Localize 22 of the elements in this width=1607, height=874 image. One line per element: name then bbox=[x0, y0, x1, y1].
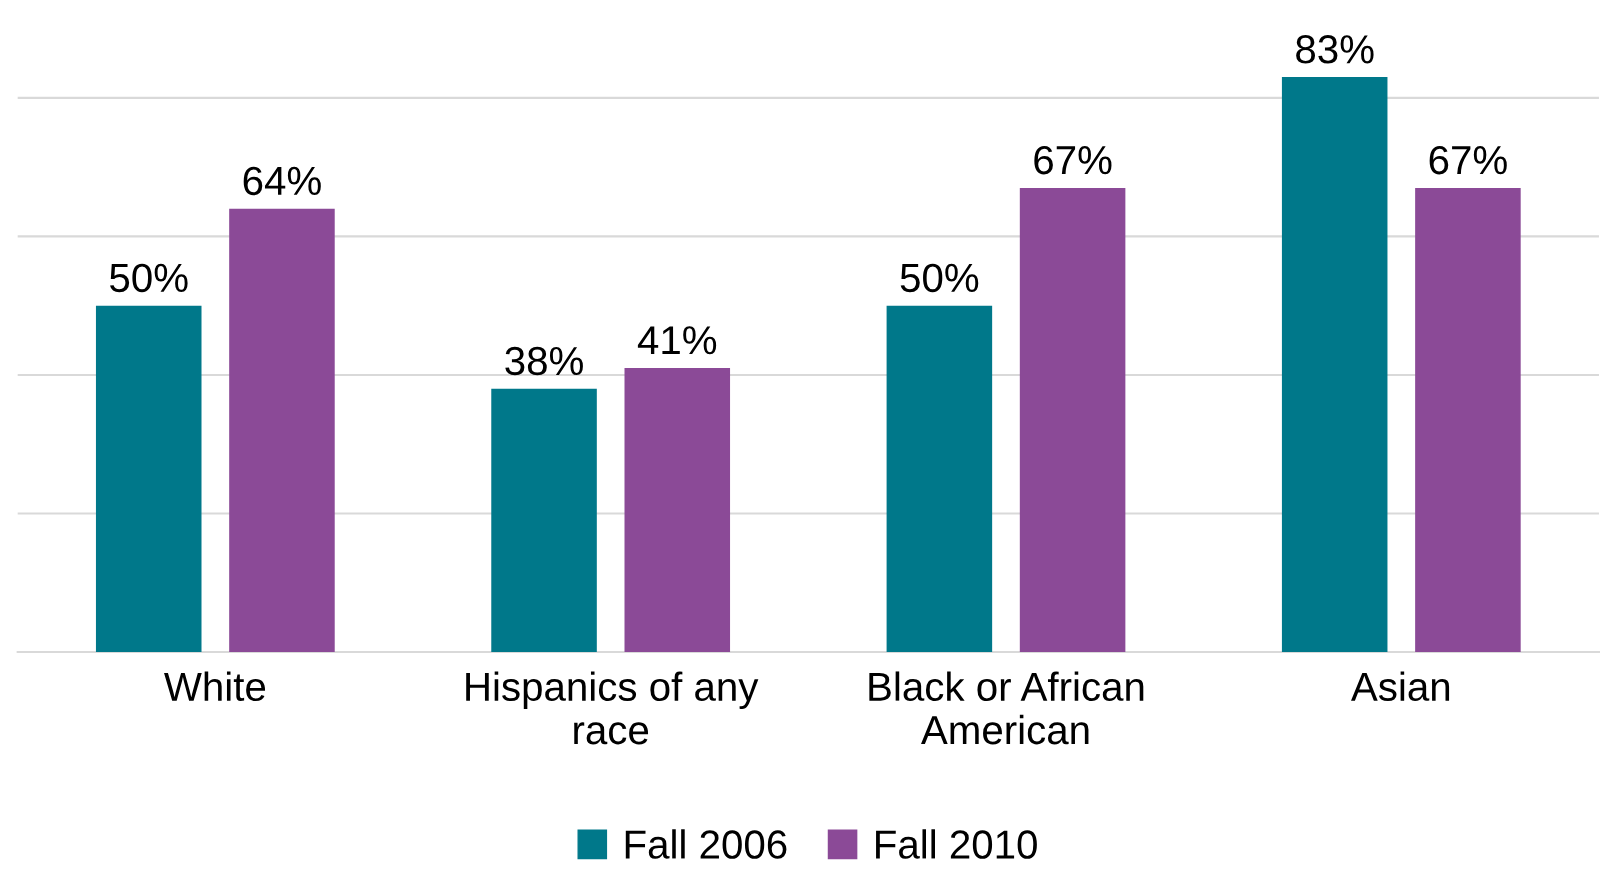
bar bbox=[491, 388, 597, 652]
bar bbox=[886, 305, 993, 652]
data-label: 67% bbox=[1429, 145, 1507, 175]
data-label: 67% bbox=[1034, 145, 1112, 175]
bar bbox=[1281, 77, 1388, 652]
data-label: 50% bbox=[900, 263, 979, 293]
bar bbox=[1019, 187, 1126, 652]
legend-label: Fall 2006 bbox=[625, 829, 787, 859]
x-tick-label: Black or African American bbox=[869, 671, 1144, 745]
data-label: 83% bbox=[1296, 35, 1374, 64]
data-label: 38% bbox=[505, 346, 583, 376]
data-label: 50% bbox=[110, 263, 188, 293]
x-tick-label: Asian bbox=[1351, 671, 1450, 702]
bar bbox=[229, 208, 335, 652]
data-label: 41% bbox=[637, 326, 717, 355]
legend-label: Fall 2010 bbox=[876, 829, 1037, 859]
bar bbox=[95, 305, 202, 652]
data-label: 64% bbox=[243, 166, 321, 196]
bar bbox=[1415, 187, 1521, 652]
x-tick-label: White bbox=[164, 671, 266, 702]
bar bbox=[624, 368, 731, 652]
x-tick-label: Hispanics of any race bbox=[466, 671, 759, 745]
